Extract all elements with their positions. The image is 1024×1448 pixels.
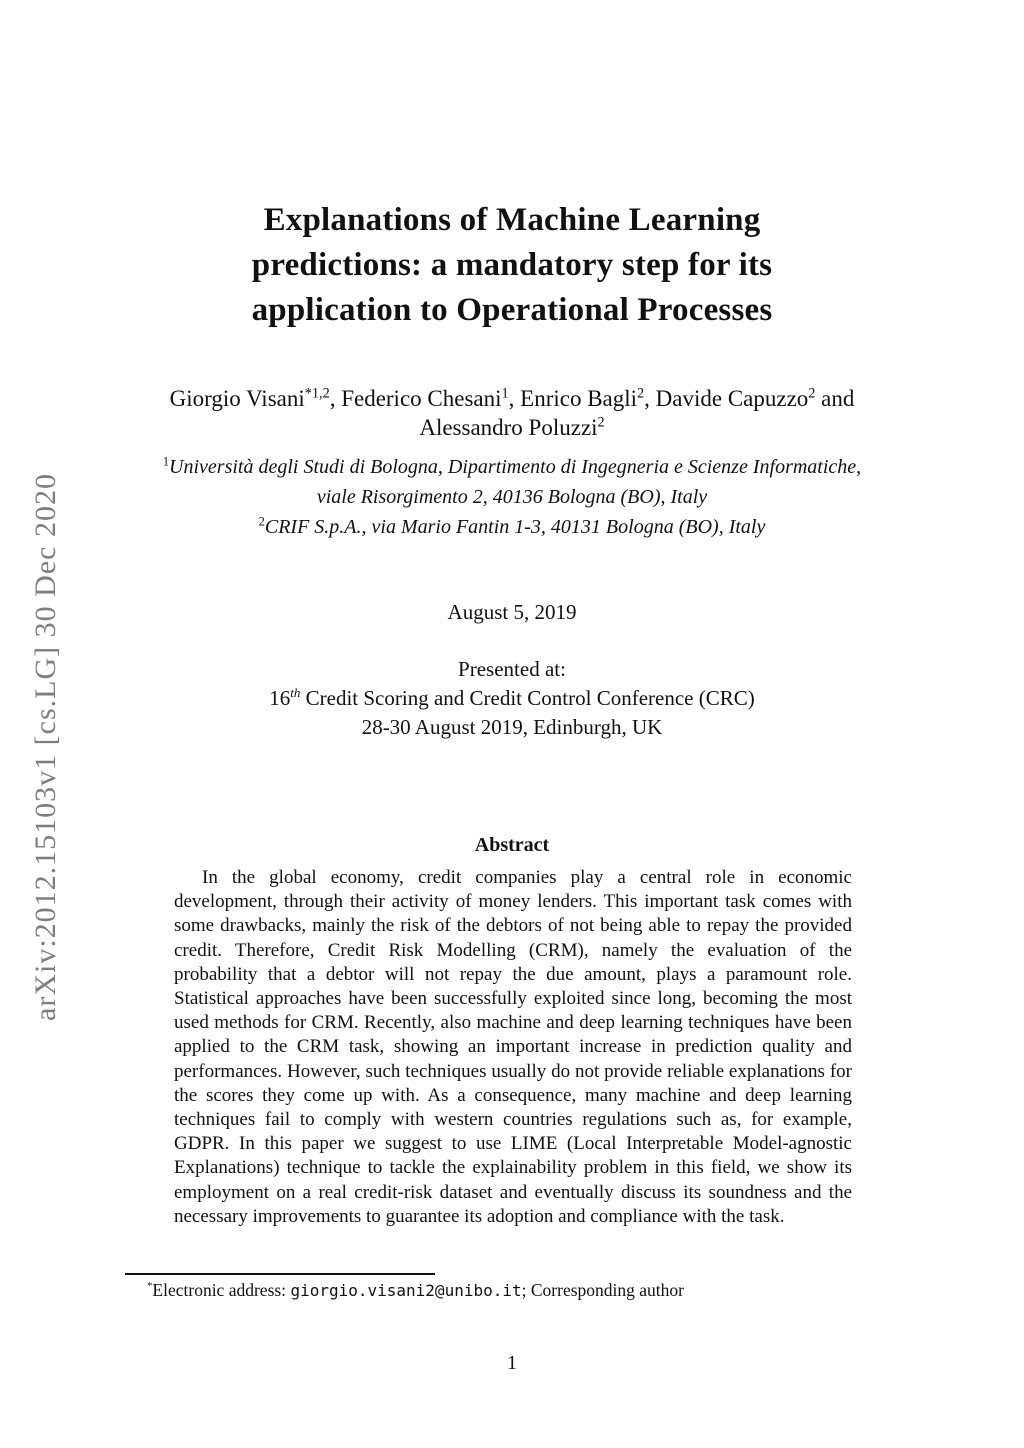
author-list: Giorgio Visani*1,2, Federico Chesani1, E…	[0, 384, 1024, 442]
affiliation-text: viale Risorgimento 2, 40136 Bologna (BO)…	[316, 486, 708, 508]
author-line-1: Giorgio Visani*1,2, Federico Chesani1, E…	[0, 384, 1024, 413]
author-name: Giorgio Visani	[169, 386, 305, 411]
affiliation-text: Università degli Studi di Bologna, Dipar…	[169, 456, 862, 478]
title-line-3: application to Operational Processes	[251, 292, 773, 328]
footnote-text-after: ; Corresponding author	[521, 1280, 684, 1300]
conference-line: 16th Credit Scoring and Credit Control C…	[0, 684, 1024, 713]
author-name: , Enrico Bagli	[508, 386, 638, 411]
author-name: Alessandro Poluzzi	[419, 415, 598, 440]
arxiv-sidebar-stamp: arXiv:2012.15103v1 [cs.LG] 30 Dec 2020	[29, 473, 62, 1021]
corresponding-author-email: giorgio.visani2@unibo.it	[290, 1281, 522, 1300]
conference-ordinal: th	[290, 685, 301, 700]
affiliation-1-line-2: viale Risorgimento 2, 40136 Bologna (BO)…	[0, 482, 1024, 512]
footnote-rule	[125, 1273, 435, 1275]
conference-number: 16	[269, 686, 291, 710]
affiliation-mark: 2	[258, 514, 265, 529]
footnote-marker: *	[147, 1280, 153, 1293]
conference-name: Credit Scoring and Credit Control Confer…	[300, 686, 755, 710]
author-affiliation-mark: *1,2	[304, 385, 330, 402]
footnote: *Electronic address: giorgio.visani2@uni…	[125, 1280, 905, 1301]
paper-title: Explanations of Machine Learning predict…	[0, 198, 1024, 333]
title-line-1: Explanations of Machine Learning	[263, 202, 761, 238]
affiliation-text: CRIF S.p.A., via Mario Fantin 1-3, 40131…	[264, 516, 766, 538]
affiliation-1-line-1: 1Università degli Studi di Bologna, Dipa…	[0, 452, 1024, 482]
affiliation-mark: 1	[162, 454, 170, 469]
conference-dates: 28-30 August 2019, Edinburgh, UK	[361, 715, 663, 739]
affiliation-list: 1Università degli Studi di Bologna, Dipa…	[0, 452, 1024, 542]
author-name: and	[815, 386, 855, 411]
author-affiliation-mark: 2	[637, 385, 645, 402]
author-affiliation-mark: 2	[808, 385, 816, 402]
affiliation-2-line-1: 2CRIF S.p.A., via Mario Fantin 1-3, 4013…	[0, 512, 1024, 542]
abstract-text: In the global economy, credit companies …	[174, 867, 852, 1227]
author-line-2: Alessandro Poluzzi2	[0, 413, 1024, 442]
presentation-info: Presented at: 16th Credit Scoring and Cr…	[0, 655, 1024, 742]
page-number: 1	[507, 1352, 517, 1374]
author-affiliation-mark: 2	[597, 414, 605, 431]
presented-at-label: Presented at:	[458, 657, 566, 681]
title-line-2: predictions: a mandatory step for its	[251, 247, 773, 283]
abstract-heading: Abstract	[474, 834, 550, 856]
paper-date: August 5, 2019	[447, 600, 577, 624]
author-name: , Federico Chesani	[329, 386, 502, 411]
author-name: , Davide Capuzzo	[644, 386, 809, 411]
author-affiliation-mark: 1	[501, 385, 509, 402]
footnote-text: Electronic address:	[152, 1280, 291, 1300]
